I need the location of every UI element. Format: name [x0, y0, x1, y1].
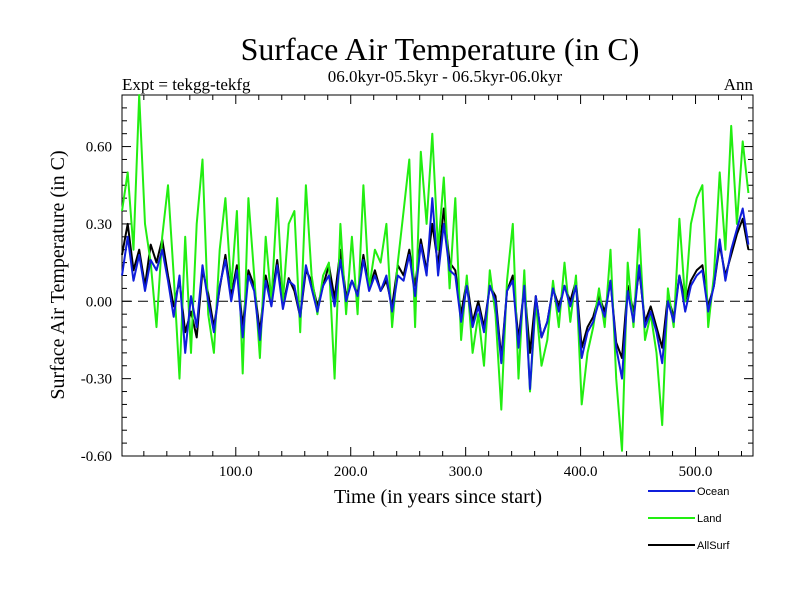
x-tick-label: 300.0	[449, 464, 483, 480]
y-tick-label: 0.30	[86, 217, 112, 233]
x-tick-label: 100.0	[219, 464, 253, 480]
y-axis-label: Surface Air Temperature (in C)	[47, 150, 69, 399]
legend: Ocean Land AllSurf	[648, 486, 730, 552]
subtitle-center: 06.0kyr-05.5kyr - 06.5kyr-06.0kyr	[328, 67, 563, 86]
y-tick-label: -0.60	[81, 449, 112, 465]
subtitle-right: Ann	[724, 75, 754, 94]
x-axis-label: Time (in years since start)	[334, 486, 542, 508]
chart-title: Surface Air Temperature (in C)	[241, 31, 640, 67]
subtitle-left: Expt = tekgg-tekfg	[122, 75, 251, 94]
y-tick-label: -0.30	[81, 372, 112, 388]
x-tick-label: 500.0	[679, 464, 713, 480]
tick-layer	[122, 94, 753, 457]
tick-label-layer: 100.0 200.0 300.0 400.0 500.0 -0.60 -0.30 0.00 0…	[81, 140, 713, 480]
series-ocean	[121, 197, 750, 390]
series-land	[121, 94, 750, 452]
legend-label: AllSurf	[697, 540, 730, 552]
y-tick-label: 0.00	[86, 294, 112, 310]
legend-label: Land	[697, 513, 721, 525]
series-layer	[121, 94, 750, 452]
x-tick-label: 400.0	[564, 464, 598, 480]
legend-label: Ocean	[697, 486, 729, 498]
x-tick-label: 200.0	[334, 464, 368, 480]
y-tick-label: 0.60	[86, 140, 112, 156]
